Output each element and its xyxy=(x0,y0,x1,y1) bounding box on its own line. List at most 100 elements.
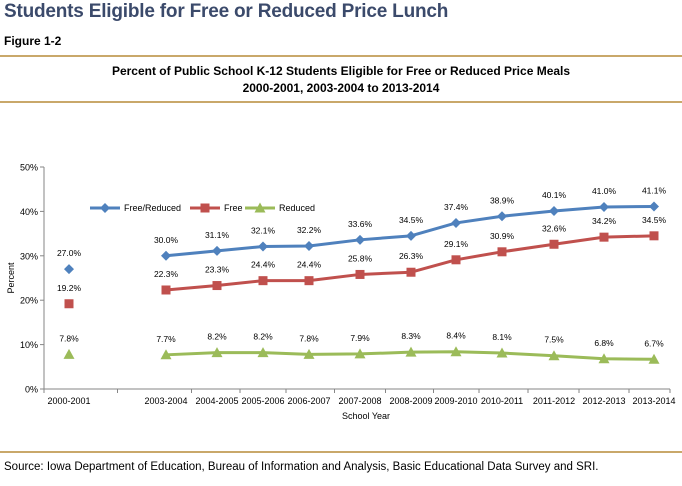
x-tick-label: 2004-2005 xyxy=(195,396,238,406)
free-data-label: 30.9% xyxy=(490,231,515,241)
reduced-point xyxy=(160,349,172,360)
chart-title: Percent of Public School K-12 Students E… xyxy=(111,64,571,78)
free-data-label: 25.8% xyxy=(348,253,373,263)
free-reduced-data-label: 34.5% xyxy=(399,215,424,225)
reduced-point xyxy=(211,347,223,358)
reduced-data-label: 6.7% xyxy=(644,338,664,348)
y-tick-label: 20% xyxy=(20,296,38,306)
page-title: Students Eligible for Free or Reduced Pr… xyxy=(4,1,449,22)
free-reduced-data-label: 41.1% xyxy=(642,186,667,196)
chart-subtitle: 2000-2001, 2003-2004 to 2013-2014 xyxy=(242,81,440,95)
free-data-label: 29.1% xyxy=(444,239,469,249)
free-reduced-point xyxy=(304,241,314,252)
reduced-point xyxy=(450,346,462,357)
chart-title-divider xyxy=(0,101,682,103)
free-data-label: 34.5% xyxy=(642,215,667,225)
reduced-point xyxy=(405,346,417,357)
legend-free-label: Free xyxy=(224,203,243,213)
legend-free-reduced-label: Free/Reduced xyxy=(124,203,181,213)
free-line xyxy=(165,234,655,292)
free-data-label: 22.3% xyxy=(154,269,179,279)
free-reduced-point xyxy=(212,245,222,256)
free-data-label: 24.4% xyxy=(251,260,276,270)
x-tick-label: 2006-2007 xyxy=(287,396,330,406)
source-note: Source: Iowa Department of Education, Bu… xyxy=(4,461,599,473)
reduced-data-label: 8.2% xyxy=(207,332,227,342)
x-tick-label: 2007-2008 xyxy=(338,396,381,406)
line-chart: 0% 10% 20% 30% 40% 50% 2000-2001 2003-2004 2004-… xyxy=(6,163,676,422)
reduced-point xyxy=(548,350,560,361)
free-reduced-point xyxy=(258,241,268,252)
reduced-point xyxy=(257,347,269,358)
free-data-label: 32.6% xyxy=(542,223,567,233)
legend-reduced-label: Reduced xyxy=(279,203,315,213)
y-tick-label: 40% xyxy=(20,207,38,217)
reduced-data-label: 8.2% xyxy=(253,332,273,342)
free-point xyxy=(497,247,507,257)
reduced-point xyxy=(354,348,366,359)
x-tick-label: 2009-2010 xyxy=(434,396,477,406)
x-tick-label: 2010-2011 xyxy=(481,396,523,406)
reduced-data-label: 7.8% xyxy=(299,333,319,343)
free-reduced-data-label: 32.1% xyxy=(251,225,276,235)
x-axis-title: School Year xyxy=(342,411,390,421)
bottom-divider xyxy=(0,451,682,453)
y-tick-label: 50% xyxy=(20,163,38,173)
reduced-point xyxy=(598,353,610,364)
free-reduced-point xyxy=(64,264,74,275)
free-reduced-point xyxy=(649,201,659,212)
y-tick-label: 10% xyxy=(20,340,38,350)
free-reduced-point xyxy=(549,205,559,216)
free-point xyxy=(451,255,461,265)
free-reduced-data-label: 32.2% xyxy=(297,225,322,235)
free-reduced-data-label: 41.0% xyxy=(592,186,617,196)
free-reduced-data-label: 30.0% xyxy=(154,235,179,245)
free-point xyxy=(549,239,559,249)
free-reduced-point xyxy=(355,234,365,245)
free-reduced-point xyxy=(406,230,416,241)
free-data-label: 23.3% xyxy=(205,265,230,275)
x-tick-label: 2011-2012 xyxy=(533,396,575,406)
y-tick-label: 30% xyxy=(20,251,38,261)
x-tick-label: 2003-2004 xyxy=(144,396,187,406)
reduced-point xyxy=(63,348,75,359)
reduced-data-label: 6.8% xyxy=(594,338,614,348)
free-reduced-point xyxy=(497,211,507,222)
free-point xyxy=(406,267,416,277)
legend-free-reduced-marker xyxy=(100,203,110,213)
free-data-label: 19.2% xyxy=(57,283,82,293)
free-reduced-data-label: 37.4% xyxy=(444,202,469,212)
y-axis-title: Percent xyxy=(6,262,16,294)
x-tick-label: 2005-2006 xyxy=(241,396,284,406)
reduced-data-label: 8.3% xyxy=(401,331,421,341)
x-tick-label: 2008-2009 xyxy=(389,396,432,406)
free-point xyxy=(258,276,268,286)
reduced-point xyxy=(303,348,315,359)
free-reduced-point xyxy=(451,217,461,228)
reduced-data-label: 7.8% xyxy=(59,333,79,343)
reduced-data-label: 7.9% xyxy=(350,333,370,343)
free-reduced-data-label: 38.9% xyxy=(490,195,515,205)
reduced-point xyxy=(496,347,508,358)
free-data-label: 24.4% xyxy=(297,260,322,270)
free-point xyxy=(599,232,609,242)
free-point xyxy=(355,269,365,279)
reduced-data-label: 8.1% xyxy=(492,332,512,342)
free-point xyxy=(304,276,314,286)
legend-free-marker xyxy=(200,203,210,213)
top-divider xyxy=(0,55,682,57)
free-reduced-point xyxy=(599,201,609,212)
x-tick-label: 2012-2013 xyxy=(582,396,625,406)
x-tick-label: 2013-2014 xyxy=(632,396,675,406)
free-reduced-data-label: 31.1% xyxy=(205,230,230,240)
reduced-data-label: 7.7% xyxy=(156,334,176,344)
free-point xyxy=(649,231,659,241)
free-point xyxy=(161,285,171,295)
reduced-data-label: 7.5% xyxy=(544,335,564,345)
free-point xyxy=(64,299,74,309)
reduced-point xyxy=(648,353,660,364)
free-reduced-point xyxy=(161,250,171,261)
y-tick-label: 0% xyxy=(25,385,38,395)
x-tick-label: 2000-2001 xyxy=(47,396,90,406)
figure-label: Figure 1-2 xyxy=(4,34,62,48)
